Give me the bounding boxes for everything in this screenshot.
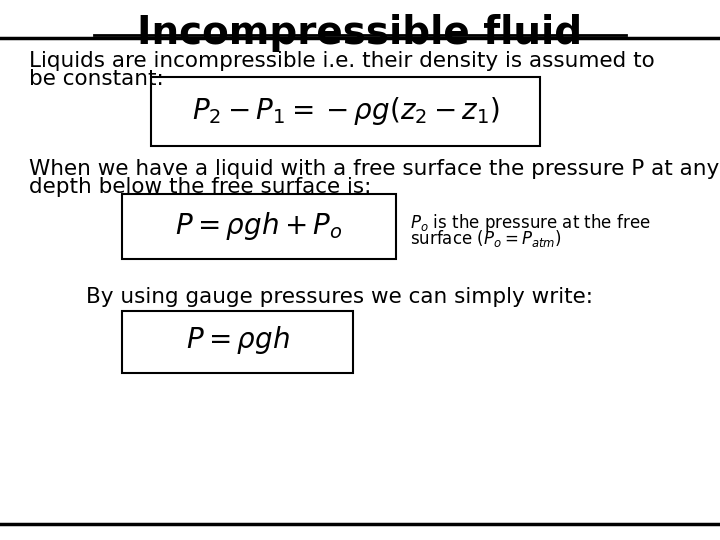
- FancyBboxPatch shape: [151, 77, 540, 146]
- Text: Liquids are incompressible i.e. their density is assumed to: Liquids are incompressible i.e. their de…: [29, 51, 654, 71]
- Text: $P_o$ is the pressure at the free: $P_o$ is the pressure at the free: [410, 212, 651, 234]
- Text: Incompressible fluid: Incompressible fluid: [138, 14, 582, 51]
- Text: be constant:: be constant:: [29, 69, 163, 89]
- FancyBboxPatch shape: [122, 194, 396, 259]
- Text: surface $(P_o=P_{atm})$: surface $(P_o=P_{atm})$: [410, 228, 562, 249]
- Text: $P = \rho g h + P_o$: $P = \rho g h + P_o$: [176, 210, 343, 242]
- Text: $P_2 - P_1 = -\rho g(z_2 - z_1)$: $P_2 - P_1 = -\rho g(z_2 - z_1)$: [192, 94, 500, 127]
- Text: By using gauge pressures we can simply write:: By using gauge pressures we can simply w…: [86, 287, 593, 307]
- FancyBboxPatch shape: [122, 310, 353, 373]
- Text: depth below the free surface is:: depth below the free surface is:: [29, 177, 372, 197]
- Text: When we have a liquid with a free surface the pressure P at any: When we have a liquid with a free surfac…: [29, 159, 719, 179]
- Text: $P = \rho g h$: $P = \rho g h$: [186, 324, 289, 356]
